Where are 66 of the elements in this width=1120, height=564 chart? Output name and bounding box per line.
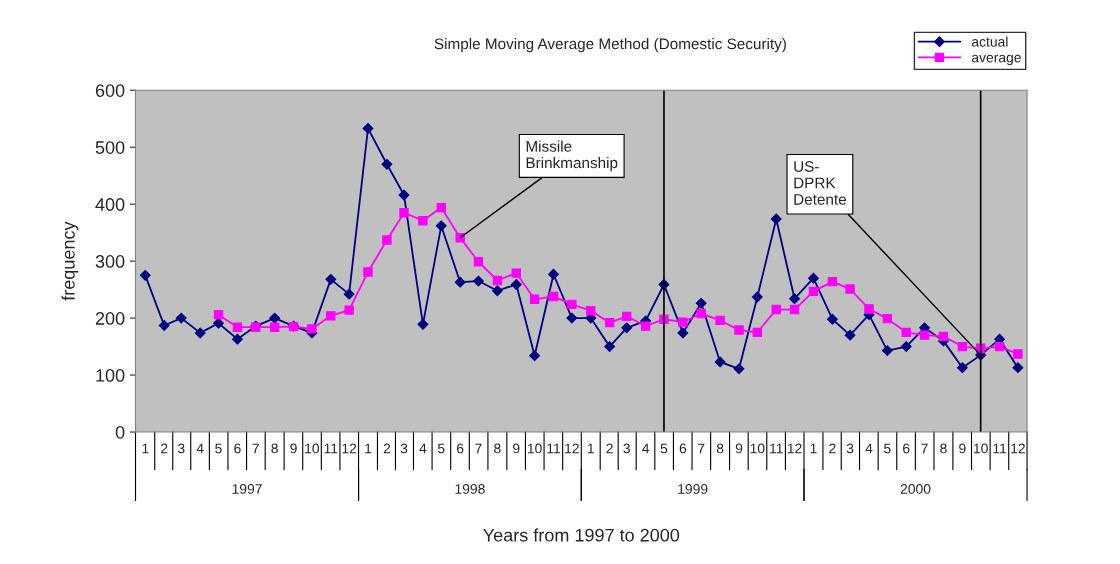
text: 1998 [455, 484, 485, 494]
x-tick-label: 7 [921, 443, 928, 454]
x-tick-label: 9 [290, 443, 297, 454]
x-tick-label: 4 [642, 443, 650, 454]
text: 1999 [678, 484, 708, 494]
x-tick-label: 11 [547, 443, 561, 454]
x-tick-label: 10 [974, 443, 988, 454]
x-tick-label: 3 [400, 443, 408, 454]
x-tick-label: 1 [142, 443, 149, 454]
x-tick-label: 11 [993, 443, 1007, 454]
x-tick-label: 8 [494, 443, 501, 454]
x-tick-label: 6 [457, 443, 464, 454]
x-tick-label: 2 [829, 443, 836, 454]
x-tick-label: 4 [865, 443, 873, 454]
y-tick-label: 200 [95, 312, 125, 325]
x-tick-label: 8 [271, 443, 278, 454]
y-tick-label: 100 [96, 368, 125, 382]
x-tick-label: 2 [606, 443, 613, 454]
x-tick-label: 3 [846, 443, 854, 454]
text: 1997 [232, 484, 262, 494]
x-tick-label: 5 [660, 443, 668, 454]
y-tick-label: 300 [95, 255, 125, 268]
x-tick-label: 9 [513, 443, 520, 454]
x-tick-label: 6 [679, 443, 687, 454]
x-tick-label: 1 [365, 443, 372, 454]
x-tick-label: 7 [698, 443, 705, 454]
annotation: Missile Brinkmanship [526, 140, 618, 172]
x-tick-label: 11 [770, 443, 783, 454]
x-tick-label: 12 [1011, 443, 1025, 454]
x-tick-label: 11 [324, 443, 338, 454]
y-axis-title: frequency [61, 221, 79, 301]
y-tick-label: 500 [95, 141, 125, 154]
x-tick-label: 3 [177, 443, 185, 454]
x-tick-label: 4 [196, 443, 204, 454]
x-tick-label: 7 [475, 443, 482, 454]
x-tick-label: 10 [527, 443, 542, 454]
x-tick-label: 2 [383, 443, 391, 454]
x-tick-label: 7 [252, 443, 259, 454]
x-tick-label: 1 [810, 443, 817, 454]
x-tick-label: 4 [419, 443, 427, 454]
x-tick-label: 1 [587, 443, 594, 454]
y-tick-label: 400 [95, 198, 125, 211]
y-tick-label: 600 [95, 84, 125, 97]
x-tick-label: 12 [565, 443, 579, 454]
x-tick-label: 6 [903, 443, 910, 454]
x-tick-label: 10 [750, 443, 765, 454]
chart-title: Simple Moving Average Method (Domestic Security) [434, 38, 786, 53]
annotation: US- DPRK Detente [794, 161, 846, 205]
x-tick-label: 6 [234, 443, 241, 454]
x-tick-label: 5 [437, 443, 445, 454]
x-tick-label: 2 [161, 443, 168, 454]
x-tick-label: 12 [787, 443, 802, 454]
x-tick-label: 9 [735, 443, 743, 454]
legend-label: actual [971, 36, 1008, 47]
x-tick-label: 5 [884, 443, 891, 454]
x-tick-label: 8 [716, 443, 724, 454]
text: 2000 [900, 484, 931, 494]
x-tick-label: 10 [305, 443, 320, 454]
x-tick-label: 12 [342, 443, 357, 454]
x-tick-label: 3 [623, 443, 630, 454]
legend-label: average [971, 54, 1021, 66]
x-tick-label: 5 [215, 443, 222, 454]
x-axis-title: Years from 1997 to 2000 [483, 528, 680, 542]
x-tick-label: 9 [959, 443, 966, 454]
x-tick-label: 8 [940, 443, 947, 454]
y-tick-label: 0 [115, 425, 125, 439]
